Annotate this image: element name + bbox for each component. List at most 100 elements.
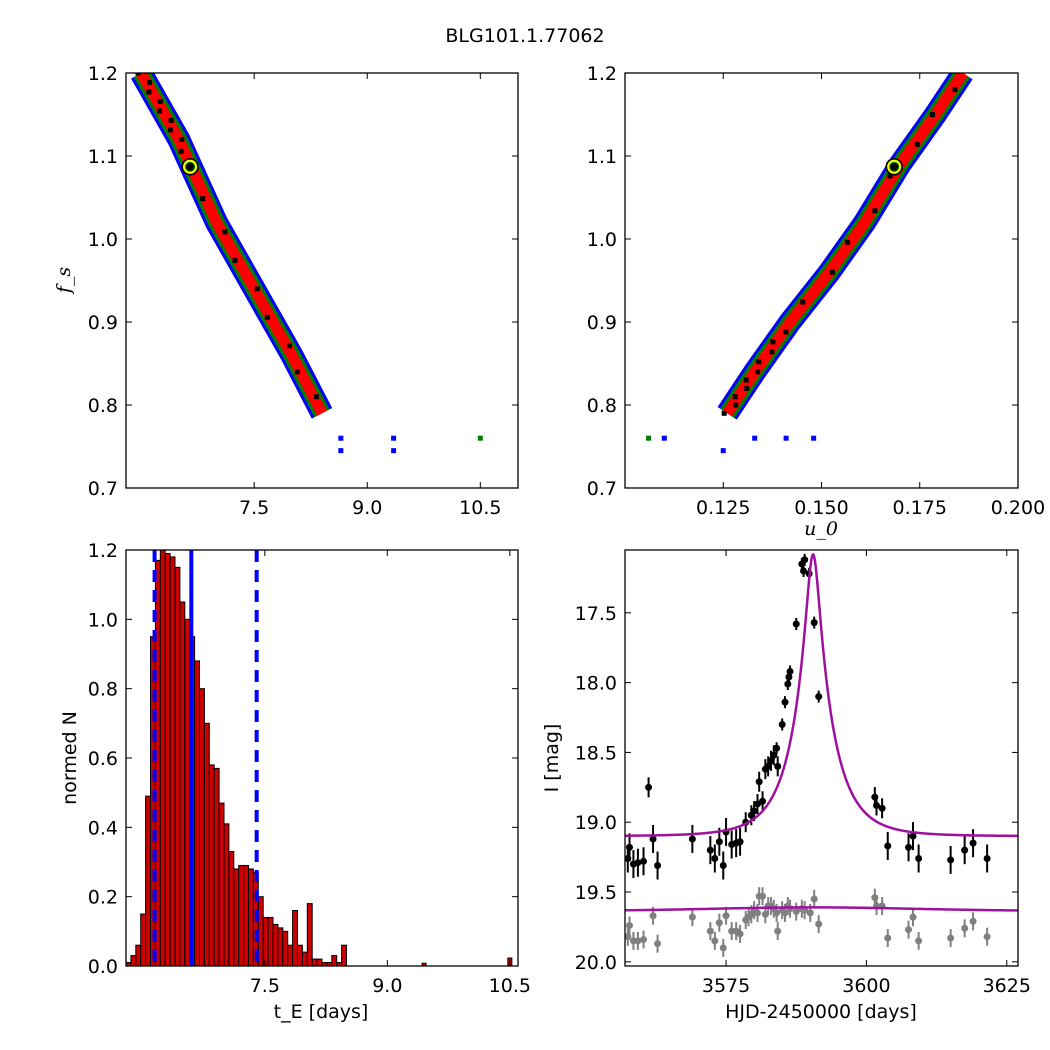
primary-point bbox=[915, 855, 923, 863]
secondary-point bbox=[719, 944, 727, 952]
secondary-point bbox=[969, 917, 977, 925]
secondary-point bbox=[736, 930, 744, 938]
panel0-xtick-label: 7.5 bbox=[239, 497, 269, 519]
secondary-point bbox=[810, 895, 818, 903]
panel1-xtick-label: 0.125 bbox=[696, 497, 750, 519]
outlier-cell bbox=[391, 435, 397, 441]
panel2-xtick-label: 7.5 bbox=[250, 975, 280, 997]
panel0-ytick-label: 0.9 bbox=[88, 312, 118, 334]
histogram-bar bbox=[282, 930, 289, 966]
histogram-bar bbox=[179, 601, 186, 966]
panel3-ytick-label: 19.5 bbox=[575, 882, 617, 904]
panel2-ytick-label: 1.2 bbox=[88, 540, 118, 562]
histogram-bar bbox=[287, 944, 294, 966]
primary-point bbox=[810, 619, 818, 627]
outlier-cell bbox=[811, 435, 817, 441]
sigma1-cell bbox=[179, 136, 185, 142]
histogram-bar bbox=[267, 916, 274, 966]
primary-point bbox=[815, 693, 823, 701]
xlabel-hjd: HJD-2450000 [days] bbox=[725, 1001, 917, 1023]
secondary-point bbox=[759, 892, 767, 900]
secondary-point bbox=[961, 924, 969, 932]
microlensing-model-curve bbox=[625, 552, 1018, 838]
sigma1-cell bbox=[294, 369, 300, 375]
secondary-point bbox=[947, 934, 955, 942]
secondary-point bbox=[625, 933, 632, 941]
sigma1-cell bbox=[845, 239, 851, 245]
lightcurve-panel: 3575 3600 3625 17.5 18.0 18.5 19.0 19.5 20.0 bbox=[575, 549, 1031, 997]
histogram-bar bbox=[199, 688, 205, 966]
sigma1-cell bbox=[146, 89, 152, 95]
panel0-ytick-label: 1.2 bbox=[88, 63, 118, 85]
histogram-bar bbox=[262, 916, 269, 966]
panel2-ytick-label: 0.2 bbox=[88, 887, 118, 909]
sigma1-cell bbox=[829, 269, 835, 275]
outlier-cell bbox=[477, 435, 483, 441]
primary-point bbox=[688, 835, 696, 843]
histogram-bar bbox=[277, 927, 284, 966]
secondary-point bbox=[715, 919, 723, 927]
primary-point bbox=[770, 751, 778, 759]
outlier-cell bbox=[338, 448, 344, 454]
sigma1-cell bbox=[952, 87, 958, 93]
outlier-cell bbox=[391, 448, 397, 454]
sigma1-cell bbox=[770, 339, 776, 345]
secondary-point bbox=[649, 912, 657, 920]
histogram-bar bbox=[311, 958, 318, 966]
xlabel-u0: u_0 bbox=[804, 518, 838, 540]
sigma1-cell bbox=[254, 286, 260, 292]
primary-point bbox=[750, 807, 758, 815]
panel3-ytick-label: 18.5 bbox=[575, 742, 617, 764]
primary-point bbox=[640, 857, 648, 865]
band-region bbox=[646, 73, 973, 454]
panel1-ytick-label: 0.8 bbox=[587, 395, 617, 417]
primary-point bbox=[649, 835, 657, 843]
sigma2-band bbox=[722, 73, 968, 417]
secondary-point bbox=[640, 935, 648, 943]
panel2-xtick-label: 9.0 bbox=[372, 975, 402, 997]
sigma1-cell bbox=[286, 343, 292, 349]
sigma1-cell bbox=[168, 117, 174, 123]
sigma1-cell bbox=[914, 141, 920, 147]
primary-point bbox=[759, 797, 767, 805]
histogram-bar bbox=[306, 903, 313, 966]
sigma1-cell bbox=[887, 173, 893, 179]
primary-point bbox=[711, 855, 719, 863]
outlier-cell bbox=[661, 435, 667, 441]
panel0-frame bbox=[125, 72, 519, 489]
primary-point bbox=[625, 843, 633, 851]
panel3-frame bbox=[624, 549, 1019, 967]
primary-point bbox=[774, 762, 782, 770]
secondary-point bbox=[761, 910, 769, 918]
panel0-ytick-label: 0.7 bbox=[88, 478, 118, 500]
sigma1-cell bbox=[721, 410, 727, 416]
tE-histogram-panel: 7.5 9.0 10.5 0.0 0.2 0.4 0.6 0.8 1.0 1.2 bbox=[88, 540, 531, 997]
panel1-ytick-label: 1.2 bbox=[587, 63, 617, 85]
secondary-point bbox=[711, 937, 719, 945]
sigma1-cell bbox=[135, 73, 141, 76]
secondary-point bbox=[909, 913, 917, 921]
outlier-cell bbox=[338, 435, 344, 441]
histogram-bar bbox=[135, 944, 142, 966]
panel0-ytick-label: 0.8 bbox=[88, 395, 118, 417]
panel3-ytick-label: 20.0 bbox=[575, 952, 617, 974]
secondary-point bbox=[884, 934, 892, 942]
baseline-model-curve bbox=[625, 906, 1018, 912]
histogram-bar bbox=[248, 868, 254, 966]
primary-point bbox=[719, 861, 727, 869]
histogram-bar bbox=[233, 868, 240, 966]
sigma2-band bbox=[136, 73, 327, 416]
panel1-ytick-label: 0.7 bbox=[587, 478, 617, 500]
sigma1-cell bbox=[744, 385, 750, 391]
primary-point bbox=[947, 856, 955, 864]
panel1-ytick-label: 0.9 bbox=[587, 312, 617, 334]
primary-point bbox=[645, 783, 653, 791]
panel1-ytick-label: 1.1 bbox=[587, 146, 617, 168]
primary-point bbox=[706, 846, 714, 854]
panel1-xtick-label: 0.200 bbox=[991, 497, 1045, 519]
histogram-bar bbox=[238, 864, 245, 966]
sigma1-cell bbox=[733, 402, 739, 408]
best-fit-marker-center bbox=[186, 162, 195, 171]
secondary-point bbox=[722, 912, 730, 920]
